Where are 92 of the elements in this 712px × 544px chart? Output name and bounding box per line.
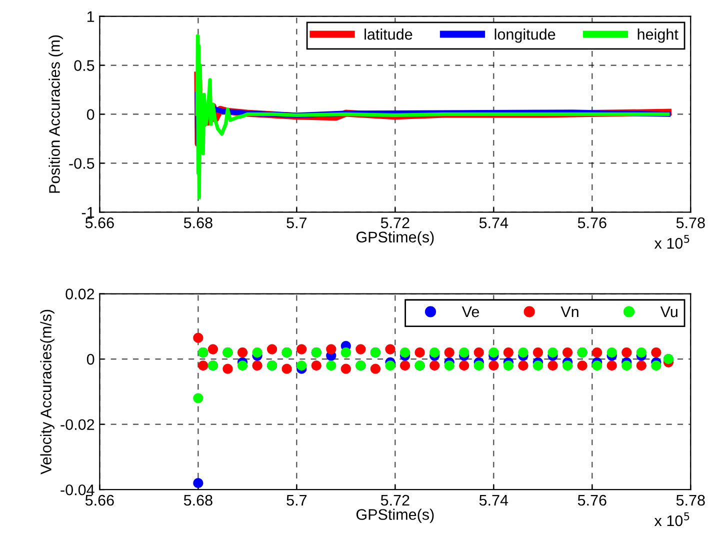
point	[385, 360, 396, 371]
x-tick-label: 5.7	[286, 495, 307, 506]
point	[606, 360, 617, 371]
point	[503, 347, 514, 358]
point	[636, 347, 646, 358]
point	[474, 360, 484, 371]
point	[326, 360, 336, 371]
point	[311, 360, 322, 371]
point	[193, 393, 204, 404]
x-tick-label: 5.66	[85, 217, 114, 228]
point	[459, 347, 470, 358]
point	[548, 347, 558, 358]
legend-label: longitude	[494, 28, 556, 43]
point	[282, 364, 292, 374]
point	[606, 347, 617, 358]
point	[193, 332, 204, 343]
y-axis-title: Velocity Accuracies(m/s)	[40, 310, 54, 474]
point	[340, 364, 351, 374]
x-tick-label: 5.78	[676, 494, 705, 506]
point	[562, 360, 573, 371]
y-tick-label: 0.5	[74, 60, 94, 71]
point	[488, 347, 499, 358]
y-tick-label: -0.04	[60, 484, 94, 496]
point	[296, 360, 307, 371]
point	[400, 347, 410, 358]
point	[208, 344, 218, 354]
point	[326, 344, 336, 354]
y-tick-label: 0	[86, 354, 94, 365]
point	[429, 347, 440, 358]
y-tick-label: 0.02	[66, 288, 94, 300]
point	[532, 360, 544, 371]
x-tick-label: 5.78	[676, 217, 705, 228]
x-tick-label: 5.66	[85, 494, 114, 506]
point	[592, 360, 602, 371]
point	[370, 364, 381, 374]
point	[444, 360, 454, 371]
point	[532, 347, 544, 358]
point	[356, 344, 366, 354]
legend-label: Vu	[660, 306, 678, 318]
point	[385, 344, 396, 354]
point	[237, 360, 248, 371]
x-tick-label: 5.68	[184, 494, 212, 506]
point	[518, 347, 528, 358]
point	[636, 360, 646, 371]
point	[622, 360, 632, 371]
y-axis-title: Position Accuracies (m)	[48, 35, 63, 193]
point	[444, 347, 454, 358]
y-tick-label: 0	[86, 109, 94, 120]
point	[429, 360, 440, 371]
legend-label: latitude	[364, 28, 412, 40]
point	[622, 347, 632, 358]
text: x 10$^{5}$	[654, 234, 690, 249]
legend-label: Ve	[462, 306, 479, 318]
x-tick-label: 5.76	[578, 494, 606, 506]
x-axis-title: GPStime(s)	[356, 231, 434, 246]
point	[474, 347, 484, 358]
point	[340, 347, 351, 358]
point	[548, 360, 558, 371]
y-tick-label: -0.5	[69, 158, 94, 169]
point	[651, 360, 662, 371]
legend-label: height	[638, 28, 678, 43]
x-axis-title: GPStime(s)	[356, 508, 434, 523]
text: x 10$^{5}$	[654, 512, 690, 526]
point	[198, 360, 208, 371]
point	[562, 347, 573, 358]
y-tick-label: -0.02	[60, 419, 94, 430]
point	[237, 347, 248, 358]
point	[414, 347, 425, 358]
x-tick-label: 5.68	[184, 217, 212, 228]
point	[400, 360, 410, 371]
legend-label: Vn	[560, 306, 578, 318]
point	[296, 344, 307, 354]
x-tick-label: 5.76	[578, 217, 606, 228]
x-tick-label: 5.72	[380, 217, 410, 228]
point	[459, 360, 470, 371]
point	[488, 360, 499, 371]
x-tick-label: 5.7	[286, 218, 307, 228]
point	[592, 347, 602, 358]
x-tick-label: 5.74	[479, 218, 508, 228]
x-tick-label: 5.72	[380, 494, 410, 506]
point	[518, 360, 528, 371]
y-tick-label: -1	[82, 207, 94, 218]
point	[577, 360, 588, 371]
point	[252, 347, 262, 358]
point	[193, 478, 204, 488]
x-tick-label: 5.74	[479, 495, 508, 506]
point	[252, 360, 262, 371]
y-tick-label: 1	[87, 11, 94, 22]
point	[222, 364, 233, 374]
point	[266, 344, 278, 354]
point	[651, 347, 662, 358]
point	[503, 360, 514, 371]
